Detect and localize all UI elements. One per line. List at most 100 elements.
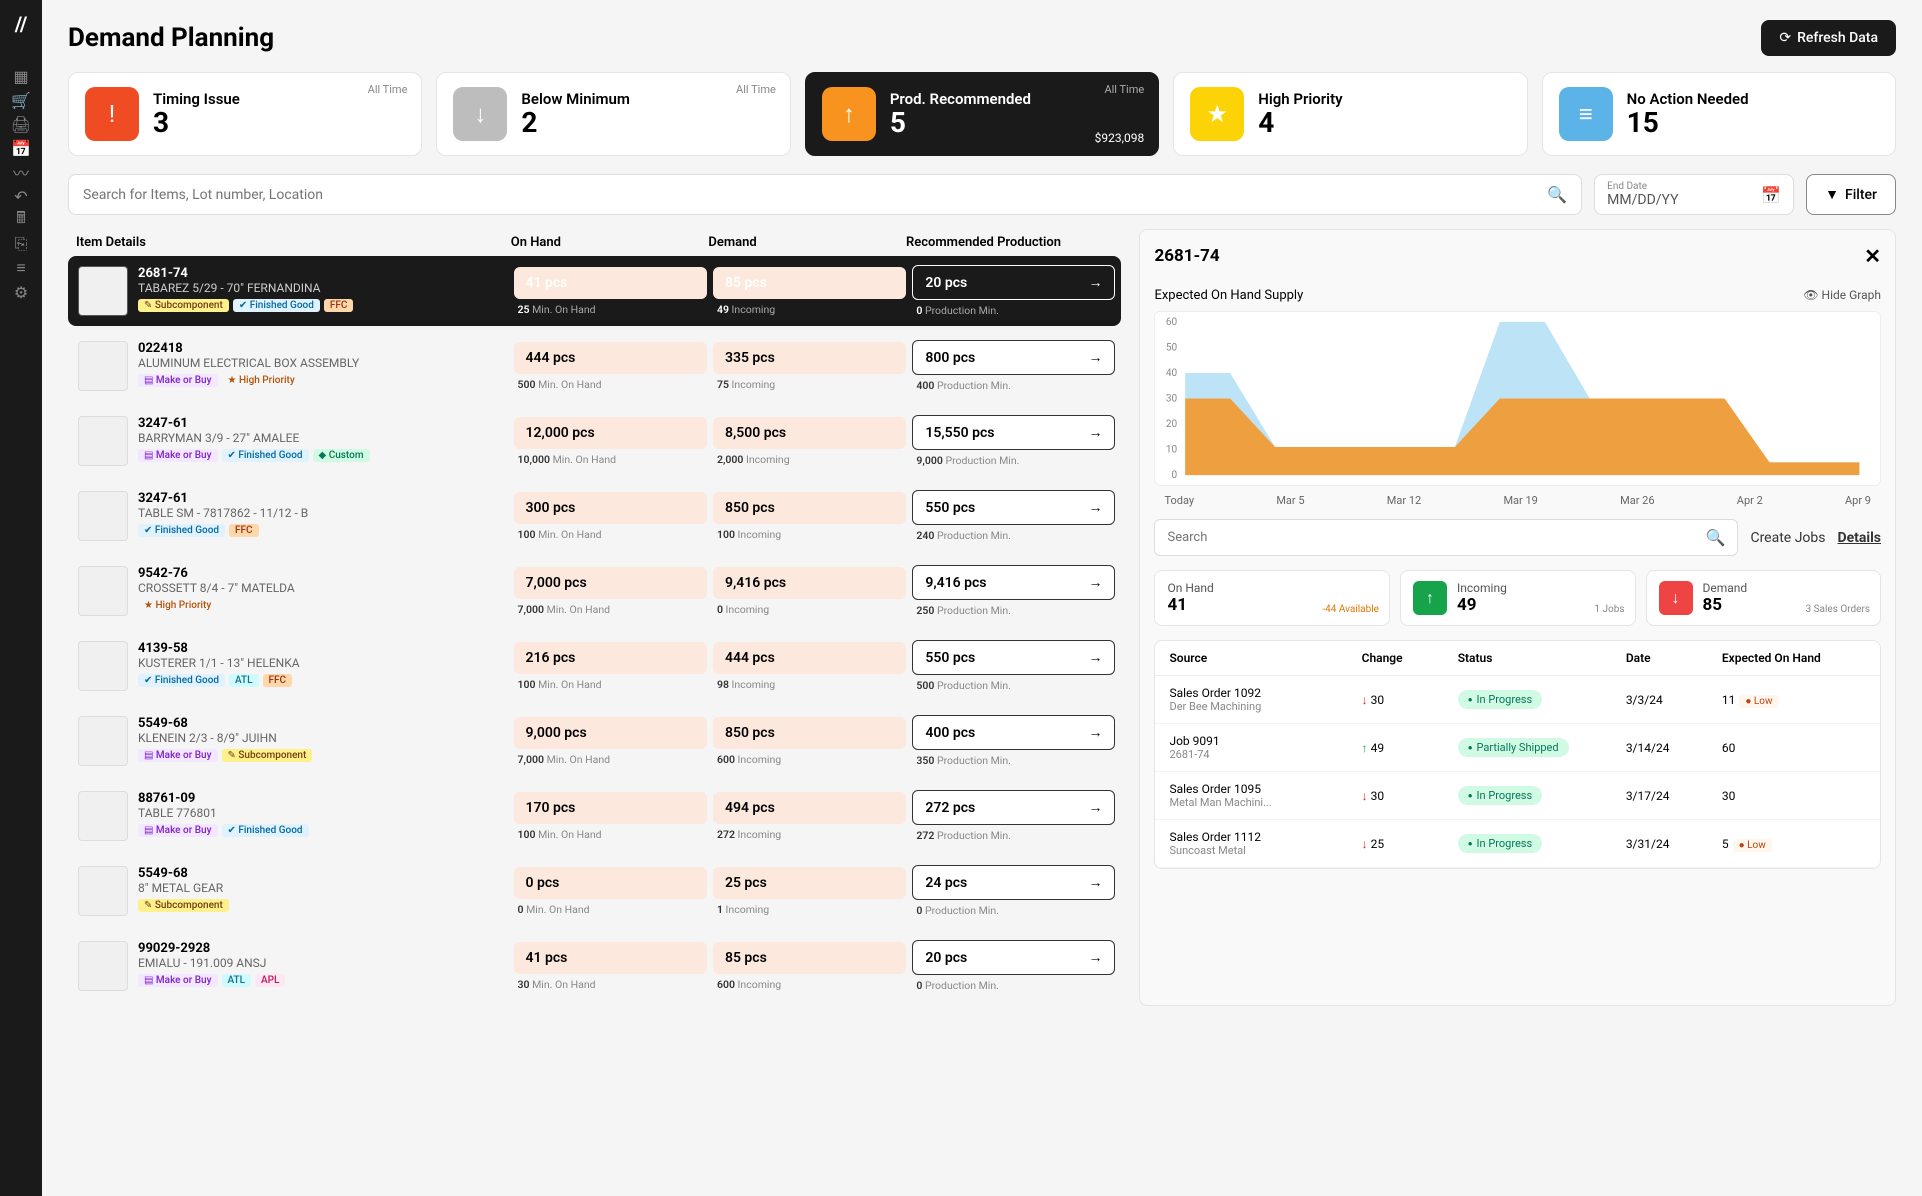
search-box[interactable]: 🔍	[68, 174, 1582, 215]
prod-icon: ↑	[822, 87, 876, 141]
demand-sub: 75 Incoming	[713, 378, 906, 391]
nav-item-0[interactable]: ▦	[9, 64, 33, 88]
table-row[interactable]: 9542-76 CROSSETT 8/4 - 7" MATELDA ★ High…	[68, 556, 1121, 626]
nav-item-5[interactable]: ↶	[9, 184, 33, 208]
x-label: Apr 9	[1845, 494, 1871, 507]
item-name: TABLE SM - 7817862 - 11/12 - B	[138, 506, 504, 520]
tag-make: ▤ Make or Buy	[138, 749, 218, 762]
recommended-button[interactable]: 20 pcs→	[912, 940, 1115, 975]
tx-row[interactable]: Sales Order 1092Der Bee Machining ↓ 30 I…	[1155, 676, 1880, 724]
content-split: Item Details On Hand Demand Recommended …	[68, 229, 1896, 1006]
supply-chart: 0102030405060	[1154, 311, 1881, 486]
refresh-label: Refresh Data	[1797, 30, 1878, 46]
arrow-right-icon: →	[1088, 424, 1102, 441]
nav-item-9[interactable]: ⚙	[9, 280, 33, 304]
create-jobs-button[interactable]: Create Jobs	[1750, 530, 1825, 546]
nav-item-6[interactable]: 🖩	[9, 208, 33, 232]
recommended-button[interactable]: 272 pcs→	[912, 790, 1115, 825]
summary-card-high[interactable]: ★ High Priority 4	[1173, 72, 1527, 156]
table-row[interactable]: 88761-09 TABLE 776801 ▤ Make or Buy✔ Fin…	[68, 781, 1121, 851]
rec-sub: 350 Production Min.	[912, 754, 1115, 767]
svg-text:40: 40	[1166, 368, 1178, 379]
recommended-button[interactable]: 24 pcs→	[912, 865, 1115, 900]
rec-sub: 9,000 Production Min.	[912, 454, 1115, 467]
table-row[interactable]: 022418 ALUMINUM ELECTRICAL BOX ASSEMBLY …	[68, 331, 1121, 401]
summary-card-timing[interactable]: ! Timing Issue 3 All Time	[68, 72, 422, 156]
recommended-button[interactable]: 20 pcs→	[912, 265, 1115, 300]
recommended-button[interactable]: 550 pcs→	[912, 490, 1115, 525]
hide-graph-button[interactable]: 👁 Hide Graph	[1803, 288, 1881, 303]
demand-value: 8,500 pcs	[713, 417, 906, 449]
tx-row[interactable]: Sales Order 1095Metal Man Machini... ↓ 3…	[1155, 772, 1880, 820]
item-thumbnail	[78, 716, 128, 766]
demand-value: 850 pcs	[713, 717, 906, 749]
demand-value: 335 pcs	[713, 342, 906, 374]
table-row[interactable]: 2681-74 TABAREZ 5/29 - 70" FERNANDINA ✎ …	[68, 256, 1121, 326]
tx-row[interactable]: Sales Order 1112Suncoast Metal ↓ 25 In P…	[1155, 820, 1880, 868]
arrow-right-icon: →	[1088, 574, 1102, 591]
demand-value: 850 pcs	[713, 492, 906, 524]
status-badge: In Progress	[1458, 834, 1542, 853]
table-row[interactable]: 99029-2928 EMIALU - 191.009 ANSJ ▤ Make …	[68, 931, 1121, 1001]
table-row[interactable]: 5549-68 KLENEIN 2/3 - 8/9" JUIHN ▤ Make …	[68, 706, 1121, 776]
nav-item-1[interactable]: 🛒	[9, 88, 33, 112]
calendar-icon: 📅	[1761, 185, 1781, 204]
card-sub: $923,098	[1095, 131, 1145, 145]
detail-search-input[interactable]	[1167, 528, 1705, 547]
tx-eoh: 60	[1722, 741, 1866, 755]
table-row[interactable]: 3247-61 BARRYMAN 3/9 - 27" AMALEE ▤ Make…	[68, 406, 1121, 476]
tag-custom: ◆ Custom	[313, 449, 370, 462]
filter-button[interactable]: ▼ Filter	[1806, 174, 1896, 215]
recommended-button[interactable]: 400 pcs→	[912, 715, 1115, 750]
item-id: 022418	[138, 341, 504, 356]
item-id: 3247-61	[138, 416, 504, 431]
recommended-button[interactable]: 15,550 pcs→	[912, 415, 1115, 450]
detail-search[interactable]: 🔍	[1154, 519, 1738, 556]
nav-item-3[interactable]: 📅	[9, 136, 33, 160]
stat-value: 85	[1703, 595, 1748, 615]
low-badge: Low	[1739, 695, 1778, 708]
nav-item-2[interactable]: 🖨	[9, 112, 33, 136]
stat-card-on-hand: On Hand 41 -44 Available	[1154, 570, 1390, 626]
card-title: No Action Needed	[1627, 90, 1879, 108]
rec-sub: 400 Production Min.	[912, 379, 1115, 392]
close-icon[interactable]: ✕	[1864, 244, 1881, 268]
recommended-button[interactable]: 800 pcs→	[912, 340, 1115, 375]
details-tab[interactable]: Details	[1838, 530, 1882, 546]
recommended-button[interactable]: 550 pcs→	[912, 640, 1115, 675]
item-id: 5549-68	[138, 716, 504, 731]
item-thumbnail	[78, 491, 128, 541]
stat-value: 49	[1457, 595, 1507, 615]
nav-item-8[interactable]: ≡	[9, 256, 33, 280]
table-row[interactable]: 3247-61 TABLE SM - 7817862 - 11/12 - B ✔…	[68, 481, 1121, 551]
demand-sub: 0 Incoming	[713, 603, 906, 616]
end-date-input[interactable]: End Date MM/DD/YY 📅	[1594, 174, 1794, 215]
tx-header-eoh: Expected On Hand	[1722, 651, 1866, 665]
arrow-right-icon: →	[1088, 799, 1102, 816]
table-row[interactable]: 4139-58 KUSTERER 1/1 - 13" HELENKA ✔ Fin…	[68, 631, 1121, 701]
filter-label: Filter	[1845, 187, 1877, 203]
tag-sub: ✎ Subcomponent	[138, 899, 229, 912]
tx-source: Sales Order 1112	[1169, 830, 1361, 844]
nav-item-7[interactable]: ⎘	[9, 232, 33, 256]
sidebar: // ▦🛒🖨📅〰↶🖩⎘≡⚙	[0, 0, 42, 1196]
summary-card-prod[interactable]: ↑ Prod. Recommended 5 All Time $923,098	[805, 72, 1159, 156]
search-input[interactable]	[83, 187, 1547, 203]
table-row[interactable]: 5549-68 8" METAL GEAR ✎ Subcomponent 0 p…	[68, 856, 1121, 926]
summary-card-none[interactable]: ≡ No Action Needed 15	[1542, 72, 1896, 156]
filter-icon: ▼	[1825, 186, 1839, 203]
stat-label: Demand	[1703, 581, 1748, 595]
x-label: Mar 19	[1503, 494, 1537, 507]
transactions-table: Source Change Status Date Expected On Ha…	[1154, 640, 1881, 869]
x-label: Apr 2	[1737, 494, 1763, 507]
nav-item-4[interactable]: 〰	[9, 160, 33, 184]
tag-hp: ★ High Priority	[138, 599, 217, 612]
tx-row[interactable]: Job 90912681-74 ↑ 49 Partially Shipped 3…	[1155, 724, 1880, 772]
arrow-right-icon: →	[1088, 274, 1102, 291]
recommended-button[interactable]: 9,416 pcs→	[912, 565, 1115, 600]
summary-card-below[interactable]: ↓ Below Minimum 2 All Time	[436, 72, 790, 156]
item-thumbnail	[78, 791, 128, 841]
refresh-button[interactable]: ⟳ Refresh Data	[1761, 20, 1896, 56]
tag-make: ▤ Make or Buy	[138, 374, 218, 387]
header-item: Item Details	[76, 235, 511, 250]
